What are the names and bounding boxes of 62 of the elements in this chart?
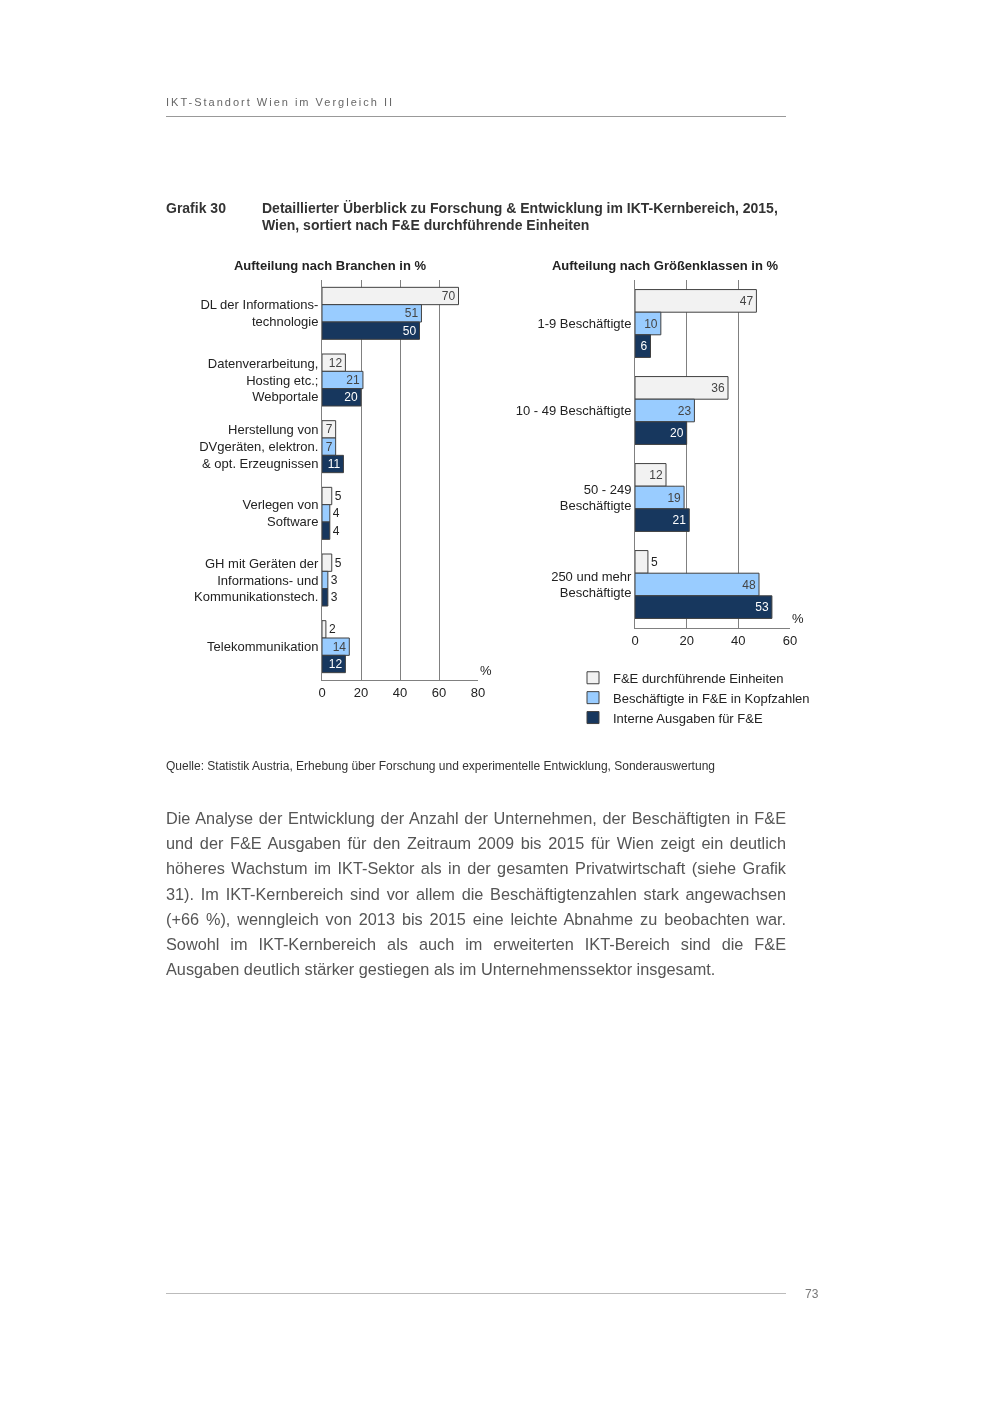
data-label: 47	[739, 293, 754, 308]
legend-label: Beschäftigte in F&E in Kopfzahlen	[613, 690, 810, 706]
x-axis-title: %	[792, 611, 804, 626]
x-tick-label: 80	[470, 684, 486, 700]
x-tick-label: 40	[392, 684, 408, 700]
data-label: 21	[346, 373, 360, 387]
y-tick-label: 250 und mehr Beschäftigte	[551, 568, 633, 601]
data-label: 4	[332, 523, 340, 538]
data-label: 14	[332, 639, 347, 654]
x-tick-label: 40	[731, 632, 746, 648]
data-label: 50	[402, 323, 417, 338]
data-label: 4	[332, 506, 340, 521]
data-label: 2	[328, 622, 336, 637]
data-label: 6	[640, 339, 648, 354]
y-tick-label: 10 - 49 Beschäftigte	[515, 403, 632, 419]
x-tick-label: 20	[353, 684, 369, 700]
y-tick-label: Telekommunikation	[207, 639, 319, 655]
data-label: 53	[755, 600, 769, 615]
data-label: 12	[328, 355, 343, 370]
data-label: 51	[404, 306, 419, 321]
x-tick-label: 60	[782, 632, 798, 648]
y-tick-label: 50 - 249 Beschäftigte	[559, 481, 632, 514]
data-label: 7	[325, 422, 333, 437]
data-label: 10	[644, 316, 658, 331]
text: 73	[805, 1287, 819, 1301]
data-label: 5	[334, 489, 342, 503]
x-tick-label: 0	[631, 632, 639, 648]
data-label: 12	[328, 657, 343, 671]
legend-label: Interne Ausgaben für F&E	[613, 710, 763, 726]
data-label: 36	[711, 380, 725, 395]
data-label: 3	[330, 590, 338, 605]
text: IKT-Standort Wien im Vergleich II	[166, 96, 395, 108]
data-label: 20	[670, 426, 684, 441]
data-label: 70	[441, 289, 456, 303]
y-tick-label: GH mit Geräten der Informations- und Kommunikationstech.	[194, 555, 320, 605]
x-tick-label: 60	[431, 684, 447, 700]
data-label: 23	[677, 403, 692, 418]
data-label: 3	[330, 573, 338, 587]
text: Die Analyse der Entwicklung der Anzahl der Unternehmen, der Beschäftigten in F&E und der F&E Ausgaben für den Zeitraum 2009 bis 2015 für Wien zeigt ein deutlich höheres Wachstum im IKT-Sektor als in der gesamten Privatwirtschaft (siehe Grafik 31). Im IKT-Kernbereich sind vor allem die Beschäftigtenzahlen stark angewachsen (+66 %), wenngleich von 2013 bis 2015 eine leichte Abnahme zu beobachten war. Sowohl im IKT-Kernbereich als auch im erweiterten IKT-Bereich sind die F&E Ausgaben deutlich stärker gestiegen als im Unternehmenssektor insgesamt.	[166, 808, 786, 981]
data-label: 19	[667, 490, 682, 505]
data-label: 20	[344, 390, 358, 405]
y-tick-label: 1-9 Beschäftigte	[537, 316, 632, 332]
y-tick-label: Herstellung von DVgeräten, elektron. & opt. Erzeugnissen	[199, 422, 319, 472]
data-label: 48	[742, 577, 756, 592]
data-label: 5	[650, 554, 658, 569]
text: Detaillierter Überblick zu Forschung & Entwicklung im IKT-Kernbereich, 2015, Wien, sortiert nach F&E durchführende Einheiten	[262, 200, 779, 234]
chart-title: Aufteilung nach Branchen in %	[233, 257, 427, 273]
data-label: 11	[327, 457, 341, 471]
data-label: 5	[334, 555, 342, 570]
y-tick-label: Verlegen von Software	[242, 497, 319, 530]
x-tick-label: 0	[318, 684, 326, 700]
source-note: Quelle: Statistik Austria, Erhebung über Forschung und experimentelle Entwicklung, Sonderauswertung	[166, 759, 715, 773]
y-tick-label: DL der Informations-technologie	[200, 297, 319, 330]
x-tick-label: 20	[679, 632, 694, 648]
data-label: 12	[649, 467, 663, 482]
text: Grafik 30	[166, 200, 226, 216]
y-tick-label: Datenverarbeitung, Hosting etc.; Webportale	[207, 355, 319, 405]
data-label: 21	[672, 513, 687, 528]
legend-label: F&E durchführende Einheiten	[613, 670, 784, 686]
chart-title: Aufteilung nach Größenklassen in %	[551, 257, 779, 273]
data-label: 7	[325, 439, 333, 454]
x-axis-title: %	[480, 663, 492, 678]
